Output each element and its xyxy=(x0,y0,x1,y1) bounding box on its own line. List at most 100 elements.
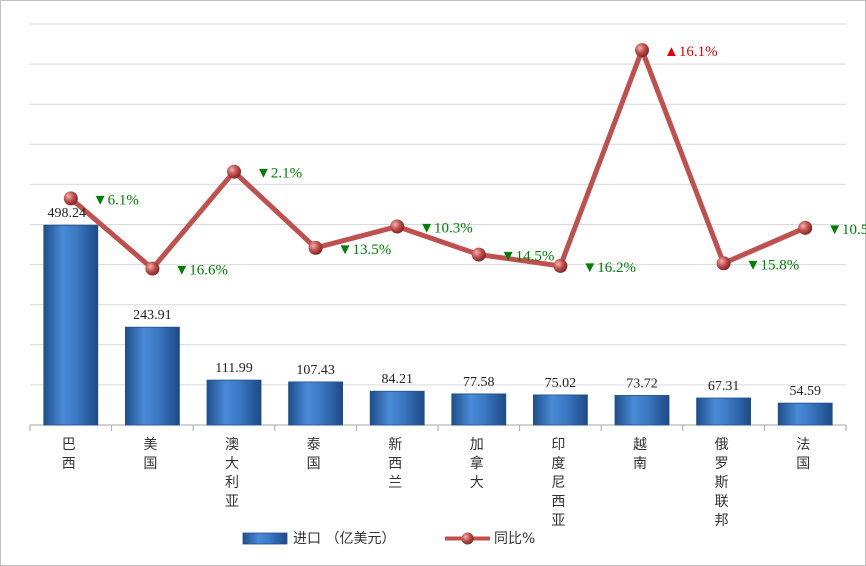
category-label: 新 xyxy=(388,437,402,453)
bar xyxy=(614,395,670,426)
bar-value-label: 243.91 xyxy=(133,308,172,323)
line-marker xyxy=(798,220,813,235)
bar-value-label: 54.59 xyxy=(789,384,821,399)
bar xyxy=(43,224,99,426)
category-label: 邦 xyxy=(715,513,729,529)
down-arrow-icon: ▼ xyxy=(582,260,597,276)
line-marker xyxy=(553,258,568,273)
down-arrow-icon: ▼ xyxy=(746,257,761,273)
category-label: 加 xyxy=(470,437,484,453)
category-label: 大 xyxy=(225,456,239,472)
pct-value: 14.5% xyxy=(516,249,555,265)
bar xyxy=(369,390,425,426)
line-marker xyxy=(390,219,405,234)
legend-line-label: 同比% xyxy=(494,531,535,547)
category-label: 美 xyxy=(143,437,157,453)
category-label: 亚 xyxy=(225,494,239,510)
category-label: 尼 xyxy=(551,475,565,491)
bar-value-label: 111.99 xyxy=(215,361,252,376)
down-arrow-icon: ▼ xyxy=(419,221,434,237)
up-arrow-icon: ▲ xyxy=(664,44,679,60)
bar-value-label: 73.72 xyxy=(626,376,658,391)
bar xyxy=(533,394,588,426)
down-arrow-icon: ▼ xyxy=(827,222,842,238)
category-label: 罗 xyxy=(715,456,729,472)
bar-series xyxy=(43,224,833,426)
category-label: 利 xyxy=(225,475,239,491)
legend-bar-label: 进口 （亿美元） xyxy=(293,531,395,547)
category-label: 西 xyxy=(551,494,565,510)
category-label: 法 xyxy=(796,437,810,453)
line-marker xyxy=(227,164,241,179)
category-label: 亚 xyxy=(551,513,565,529)
pct-value: 16.6% xyxy=(189,263,228,279)
line-marker xyxy=(145,261,160,276)
bar xyxy=(696,397,751,426)
bar-value-label: 107.43 xyxy=(296,363,335,378)
category-label: 国 xyxy=(796,456,810,472)
bar xyxy=(125,326,180,426)
line-marker xyxy=(716,256,731,271)
down-arrow-icon: ▼ xyxy=(338,242,353,258)
line-path xyxy=(68,47,808,272)
pct-change-label: ▲16.1% xyxy=(664,44,718,60)
pct-change-label: ▼6.1% xyxy=(93,192,139,208)
category-label: 拿 xyxy=(470,455,484,472)
pct-change-label: ▼14.5% xyxy=(501,249,555,265)
category-label: 国 xyxy=(143,456,157,472)
category-label: 国 xyxy=(307,456,321,472)
category-label: 南 xyxy=(633,456,647,472)
pct-change-label: ▼16.6% xyxy=(174,263,228,279)
down-arrow-icon: ▼ xyxy=(93,192,108,208)
line-marker xyxy=(63,191,78,206)
pct-value: 10.3% xyxy=(434,221,473,237)
bar-value-label: 84.21 xyxy=(381,372,413,387)
line-marker xyxy=(635,43,649,58)
pct-change-label: ▼15.8% xyxy=(746,257,800,273)
category-label: 澳 xyxy=(225,437,239,453)
bar-value-label: 77.58 xyxy=(463,375,495,390)
down-arrow-icon: ▼ xyxy=(501,249,516,265)
category-label: 俄 xyxy=(715,437,729,453)
pct-change-label: ▼16.2% xyxy=(582,260,636,276)
pct-change-label: ▼10.3% xyxy=(419,221,473,237)
category-label: 西 xyxy=(388,456,402,472)
bar xyxy=(777,402,833,426)
category-label: 巴 xyxy=(62,437,76,453)
pct-value: 2.1% xyxy=(271,166,302,182)
bar-value-label: 67.31 xyxy=(708,379,740,394)
pct-change-label: ▼10.5% xyxy=(827,222,866,238)
bar xyxy=(206,379,262,426)
pct-value: 16.1% xyxy=(679,44,718,60)
legend: 进口 （亿美元） 同比% xyxy=(242,531,535,547)
line-series xyxy=(63,43,813,276)
pct-value: 15.8% xyxy=(760,257,799,273)
line-marker xyxy=(471,247,486,262)
category-label: 西 xyxy=(62,456,76,472)
legend-line-marker xyxy=(461,532,474,545)
pct-value: 16.2% xyxy=(597,260,636,276)
pct-value: 10.5% xyxy=(842,222,866,238)
category-label: 度 xyxy=(551,456,565,472)
category-label: 大 xyxy=(470,475,484,491)
category-label: 兰 xyxy=(388,475,402,491)
pct-change-label: ▼2.1% xyxy=(256,166,302,182)
pct-change-label: ▼13.5% xyxy=(338,242,392,258)
down-arrow-icon: ▼ xyxy=(174,263,189,279)
data-labels: 498.24 243.91 111.99 107.43 84.21 77.58 75.02 7… xyxy=(48,44,866,399)
pct-value: 13.5% xyxy=(352,242,391,258)
category-label: 越 xyxy=(633,437,647,453)
legend-bar-swatch xyxy=(242,532,288,545)
bar-value-label: 75.02 xyxy=(545,376,577,391)
category-label: 印 xyxy=(551,437,565,453)
bar xyxy=(451,393,507,426)
bar-value-label: 498.24 xyxy=(48,206,87,221)
category-label: 斯 xyxy=(715,475,729,491)
category-label: 联 xyxy=(715,494,729,510)
down-arrow-icon: ▼ xyxy=(256,166,271,182)
pct-value: 6.1% xyxy=(108,192,139,208)
category-label: 泰 xyxy=(307,437,321,453)
